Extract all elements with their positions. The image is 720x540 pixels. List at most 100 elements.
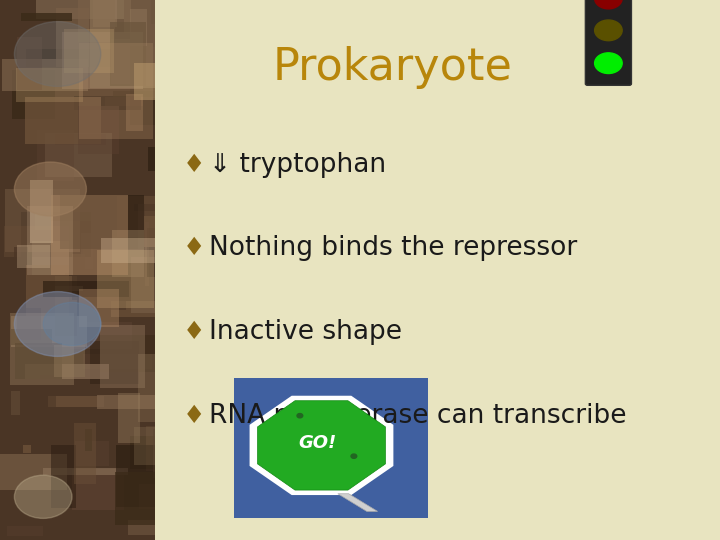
Bar <box>32 241 68 275</box>
Bar <box>134 204 155 211</box>
Bar <box>11 329 52 345</box>
Bar <box>105 97 143 106</box>
Bar <box>131 258 155 313</box>
Bar <box>62 32 143 90</box>
Bar <box>0 454 67 490</box>
Bar <box>113 91 155 97</box>
Bar <box>84 248 94 269</box>
Bar <box>97 250 153 308</box>
Polygon shape <box>250 396 393 495</box>
Bar <box>117 445 155 507</box>
Bar <box>55 286 84 292</box>
Circle shape <box>14 162 86 216</box>
Bar <box>21 212 91 258</box>
Bar <box>16 68 83 102</box>
Bar <box>153 48 155 98</box>
Circle shape <box>43 302 101 346</box>
Text: GO!: GO! <box>299 434 337 451</box>
Circle shape <box>14 22 101 86</box>
Bar <box>78 0 115 42</box>
Circle shape <box>14 292 101 356</box>
Text: ♦: ♦ <box>183 404 206 428</box>
Bar <box>150 0 155 24</box>
Text: ♦: ♦ <box>183 153 206 177</box>
Bar <box>143 216 155 247</box>
Bar <box>40 375 56 413</box>
Circle shape <box>351 454 357 458</box>
Circle shape <box>595 0 622 9</box>
Circle shape <box>595 53 622 73</box>
Bar <box>73 96 141 110</box>
Bar <box>81 233 154 291</box>
Bar <box>100 335 155 373</box>
Bar <box>100 325 145 388</box>
Bar <box>45 132 112 177</box>
Bar <box>145 426 155 471</box>
Circle shape <box>14 475 72 518</box>
Bar <box>55 276 77 336</box>
Bar <box>148 147 155 171</box>
Text: RNA polymerase can transcribe: RNA polymerase can transcribe <box>209 403 626 429</box>
Bar <box>26 50 111 66</box>
Bar <box>15 343 62 379</box>
Bar <box>79 43 153 139</box>
Bar <box>71 254 84 300</box>
Bar <box>55 134 106 145</box>
Bar <box>51 195 127 275</box>
Bar <box>138 204 145 257</box>
Bar <box>139 484 155 509</box>
Bar <box>130 436 155 469</box>
Bar <box>73 423 96 484</box>
Bar <box>64 29 114 73</box>
Bar <box>43 468 128 475</box>
Bar <box>130 9 148 46</box>
Bar <box>54 345 85 377</box>
Bar <box>70 322 132 349</box>
Bar <box>117 195 155 237</box>
Bar <box>126 94 143 131</box>
Bar <box>148 228 155 278</box>
Bar <box>1 59 88 91</box>
Bar <box>17 37 42 90</box>
Bar <box>112 230 144 276</box>
Bar <box>155 0 720 540</box>
Bar <box>79 288 120 327</box>
Bar <box>56 9 89 66</box>
Circle shape <box>595 20 622 40</box>
Bar <box>0 0 155 540</box>
Text: ⇓ tryptophan: ⇓ tryptophan <box>209 152 386 178</box>
Bar <box>14 247 28 266</box>
Bar <box>26 265 69 316</box>
Bar <box>141 364 155 425</box>
Bar <box>48 396 104 407</box>
Bar <box>112 39 130 84</box>
Bar <box>97 395 155 409</box>
Bar <box>11 316 87 347</box>
Bar <box>23 445 32 453</box>
Bar <box>35 178 53 230</box>
Text: ♦: ♦ <box>183 237 206 260</box>
Bar <box>10 313 73 385</box>
Text: Nothing binds the repressor: Nothing binds the repressor <box>209 235 577 261</box>
Bar <box>27 206 73 275</box>
Bar <box>101 238 155 264</box>
Bar <box>118 394 140 443</box>
Bar <box>112 301 155 317</box>
Bar <box>124 0 131 33</box>
FancyBboxPatch shape <box>585 0 631 85</box>
Text: Prokaryote: Prokaryote <box>272 46 512 89</box>
Bar <box>110 22 146 86</box>
Bar <box>114 472 155 525</box>
Bar <box>51 157 139 221</box>
Polygon shape <box>258 401 385 490</box>
Text: Inactive shape: Inactive shape <box>209 319 402 345</box>
Bar <box>51 445 76 508</box>
Bar <box>4 226 69 256</box>
Bar <box>134 63 155 100</box>
Bar <box>138 354 155 422</box>
Bar <box>37 130 74 181</box>
Bar <box>93 0 117 27</box>
Bar <box>24 364 109 379</box>
Bar <box>25 97 101 144</box>
Bar <box>145 221 149 286</box>
